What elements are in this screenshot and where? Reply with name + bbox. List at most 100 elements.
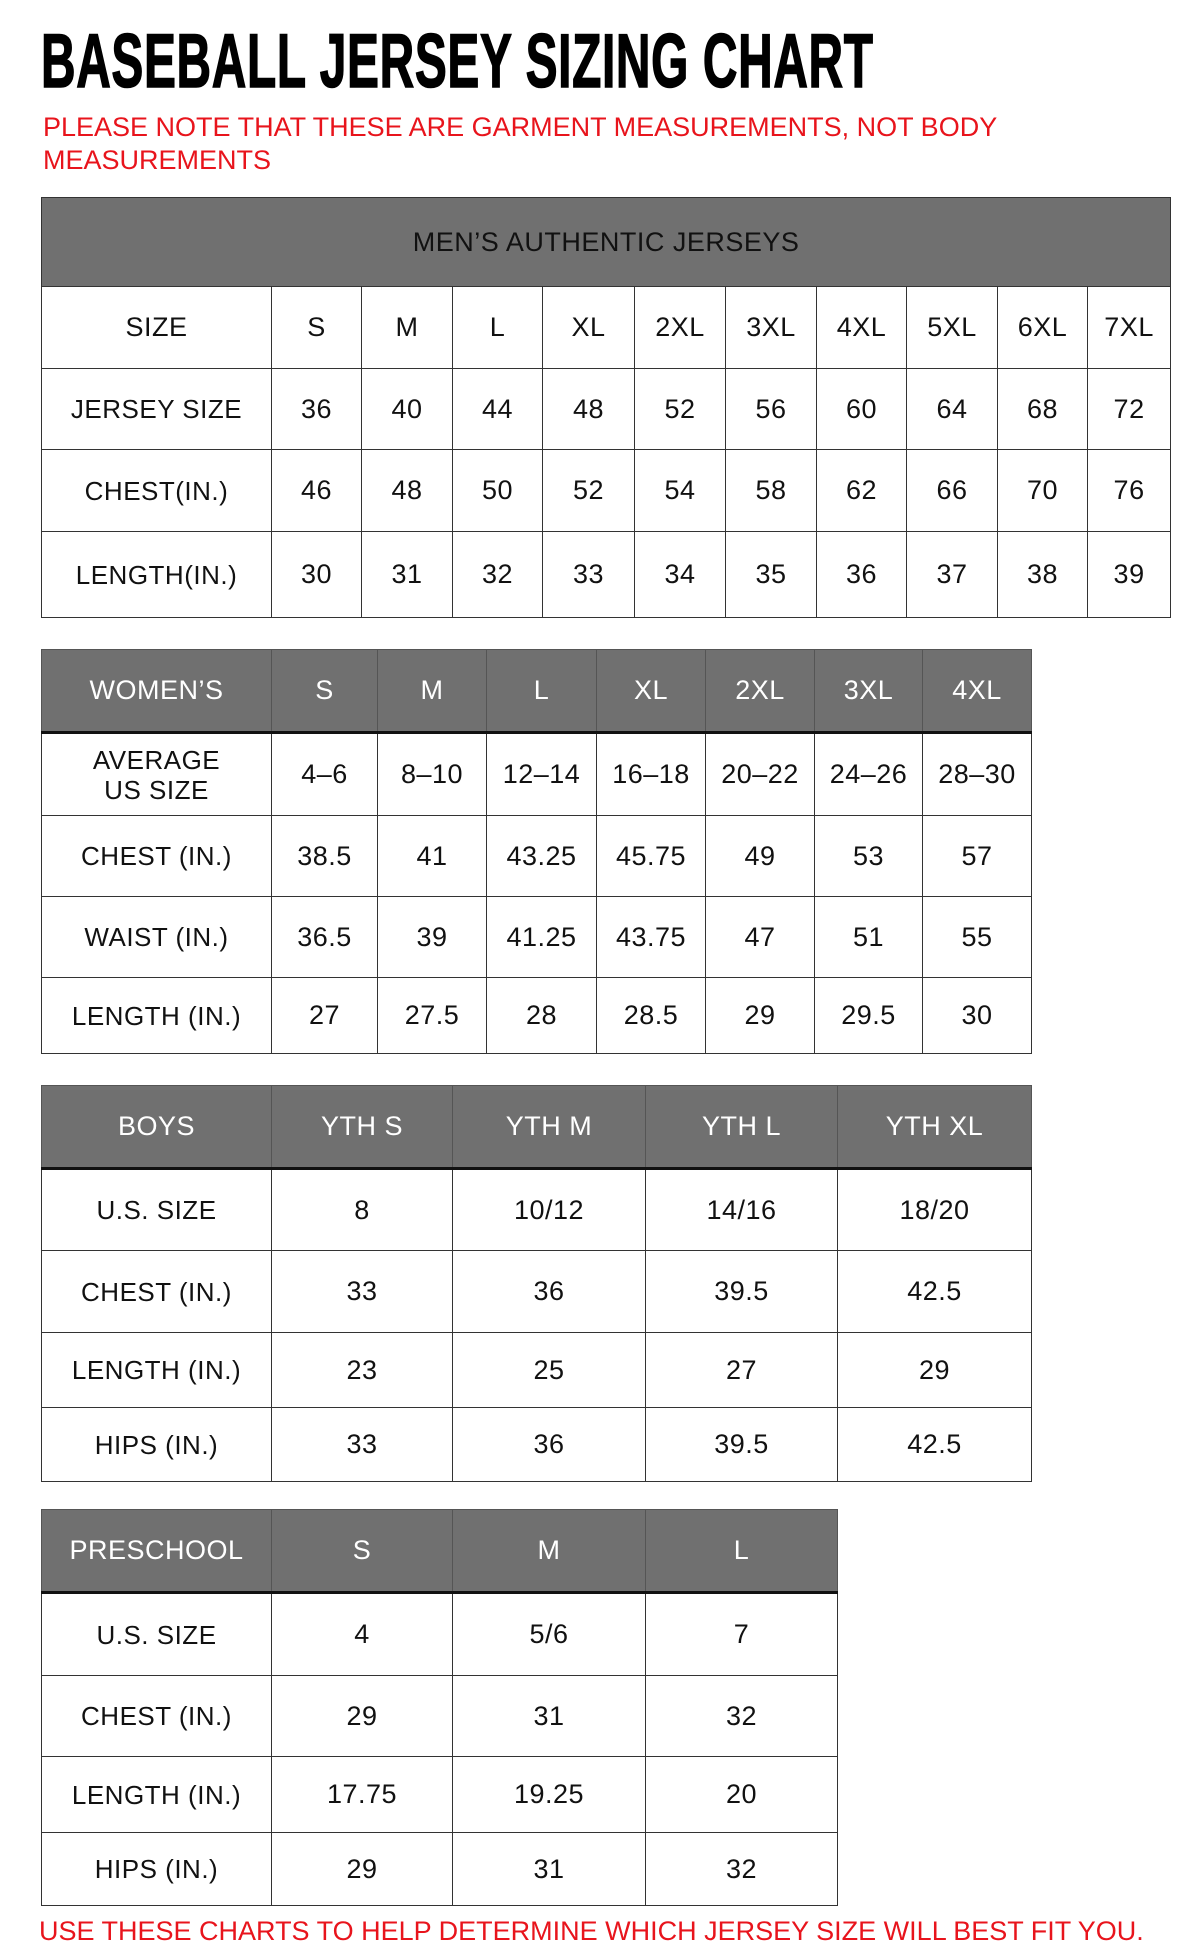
mens-authentic-table: MEN’S AUTHENTIC JERSEYS SIZE S M L XL 2XL 3XL 4X… xyxy=(40,197,1172,618)
measurement-value: 58 xyxy=(725,449,817,532)
measurement-value: 14/16 xyxy=(645,1168,838,1251)
table-row: JERSEY SIZE 36 40 44 48 52 56 60 64 68 72 xyxy=(41,368,1172,450)
boys-table: BOYS YTH S YTH M YTH L YTH XL U.S. SIZE 8 10/12… xyxy=(41,1085,1032,1482)
measurement-value: 33 xyxy=(271,1250,453,1333)
measurement-value: 32 xyxy=(645,1832,838,1906)
measurement-value: 48 xyxy=(542,368,635,450)
size-header-cell: 6XL xyxy=(997,286,1088,369)
row-header-cell: WOMEN’S xyxy=(41,649,272,733)
table-row: HIPS (IN.) 29 31 32 xyxy=(41,1832,838,1906)
measurement-label: CHEST (IN.) xyxy=(41,1250,272,1333)
row-header-cell: PRESCHOOL xyxy=(41,1509,272,1593)
measurement-value: 16–18 xyxy=(596,732,706,816)
mens-caption-row: MEN’S AUTHENTIC JERSEYS xyxy=(40,197,1172,287)
measurement-value: 29 xyxy=(705,977,815,1054)
measurement-value: 43.75 xyxy=(596,896,706,978)
measurement-value: 66 xyxy=(906,449,998,532)
measurement-label: HIPS (IN.) xyxy=(41,1832,272,1906)
measurement-label: LENGTH (IN.) xyxy=(41,977,272,1054)
preschool-table: PRESCHOOL S M L U.S. SIZE 4 5/6 7 CHEST (IN.) 29 3… xyxy=(41,1509,838,1906)
measurement-value: 30 xyxy=(271,531,362,618)
measurement-value: 23 xyxy=(271,1332,453,1408)
measurement-value: 38.5 xyxy=(271,815,378,897)
measurement-label: JERSEY SIZE xyxy=(41,368,272,450)
measurement-value: 36 xyxy=(816,531,907,618)
measurement-value: 50 xyxy=(452,449,543,532)
measurement-value: 35 xyxy=(725,531,817,618)
measurement-label: WAIST (IN.) xyxy=(41,896,272,978)
size-header-cell: YTH S xyxy=(271,1085,453,1169)
measurement-value: 39.5 xyxy=(645,1250,838,1333)
size-header-cell: L xyxy=(486,649,597,733)
size-header-cell: 4XL xyxy=(816,286,907,369)
measurement-value: 20–22 xyxy=(705,732,815,816)
measurement-value: 29 xyxy=(271,1832,453,1906)
measurement-value: 32 xyxy=(452,531,543,618)
measurement-value: 18/20 xyxy=(837,1168,1032,1251)
measurement-value: 55 xyxy=(922,896,1032,978)
header-row: PRESCHOOL S M L xyxy=(41,1509,838,1593)
measurement-value: 46 xyxy=(271,449,362,532)
size-header-cell: XL xyxy=(596,649,706,733)
measurement-value: 43.25 xyxy=(486,815,597,897)
size-header-cell: 4XL xyxy=(922,649,1032,733)
row-header-cell: BOYS xyxy=(41,1085,272,1169)
header-row: SIZE S M L XL 2XL 3XL 4XL 5XL 6XL 7XL xyxy=(41,286,1172,369)
measurement-value: 28–30 xyxy=(922,732,1032,816)
measurement-value: 53 xyxy=(814,815,923,897)
measurement-value: 31 xyxy=(452,1675,646,1757)
measurement-label: LENGTH(IN.) xyxy=(41,531,272,618)
size-header-cell: M xyxy=(377,649,487,733)
table-row: LENGTH (IN.) 27 27.5 28 28.5 29 29.5 30 xyxy=(41,977,1032,1054)
measurement-value: 27 xyxy=(271,977,378,1054)
measurement-value: 33 xyxy=(542,531,635,618)
measurement-value: 47 xyxy=(705,896,815,978)
table-row: CHEST (IN.) 29 31 32 xyxy=(41,1675,838,1757)
measurement-value: 4 xyxy=(271,1592,453,1676)
measurement-value: 19.25 xyxy=(452,1756,646,1833)
measurement-value: 29 xyxy=(837,1332,1032,1408)
measurement-value: 39 xyxy=(377,896,487,978)
measurement-value: 25 xyxy=(452,1332,646,1408)
measurement-value: 37 xyxy=(906,531,998,618)
measurement-value: 12–14 xyxy=(486,732,597,816)
measurement-value: 28.5 xyxy=(596,977,706,1054)
size-header-cell: 7XL xyxy=(1086,286,1172,369)
measurement-label: LENGTH (IN.) xyxy=(41,1756,272,1833)
measurement-value: 56 xyxy=(725,368,817,450)
page-title: BASEBALL JERSEY SIZING CHART xyxy=(41,19,874,104)
measurement-value: 31 xyxy=(452,1832,646,1906)
measurement-value: 52 xyxy=(542,449,635,532)
measurement-value: 36 xyxy=(271,368,362,450)
womens-table: WOMEN’S S M L XL 2XL 3XL 4XL AVERAGE US SIZE 4–6 8… xyxy=(41,649,1032,1054)
table-row: HIPS (IN.) 33 36 39.5 42.5 xyxy=(41,1407,1032,1482)
measurement-value: 62 xyxy=(816,449,907,532)
table-caption: MEN’S AUTHENTIC JERSEYS xyxy=(40,197,1172,287)
measurement-value: 29.5 xyxy=(814,977,923,1054)
table-row: CHEST(IN.) 46 48 50 52 54 58 62 66 70 76 xyxy=(41,449,1172,532)
measurement-value: 41.25 xyxy=(486,896,597,978)
measurement-value: 5/6 xyxy=(452,1592,646,1676)
garment-note-line-1: PLEASE NOTE THAT THESE ARE GARMENT MEASU… xyxy=(43,112,998,142)
measurement-value: 17.75 xyxy=(271,1756,453,1833)
measurement-label: HIPS (IN.) xyxy=(41,1407,272,1482)
table-row: AVERAGE US SIZE 4–6 8–10 12–14 16–18 20–22 24–… xyxy=(41,732,1032,816)
measurement-value: 76 xyxy=(1086,449,1172,532)
measurement-value: 60 xyxy=(816,368,907,450)
measurement-value: 10/12 xyxy=(452,1168,646,1251)
table-row: U.S. SIZE 4 5/6 7 xyxy=(41,1592,838,1676)
header-row: BOYS YTH S YTH M YTH L YTH XL xyxy=(41,1085,1032,1169)
size-header-cell: L xyxy=(645,1509,838,1593)
measurement-value: 54 xyxy=(634,449,726,532)
size-header-cell: M xyxy=(361,286,453,369)
size-header-cell: XL xyxy=(542,286,635,369)
measurement-value: 36 xyxy=(452,1407,646,1482)
measurement-value: 34 xyxy=(634,531,726,618)
measurement-value: 27.5 xyxy=(377,977,487,1054)
measurement-value: 4–6 xyxy=(271,732,378,816)
table-row: U.S. SIZE 8 10/12 14/16 18/20 xyxy=(41,1168,1032,1251)
measurement-value: 45.75 xyxy=(596,815,706,897)
measurement-value: 36 xyxy=(452,1250,646,1333)
table-row: LENGTH(IN.) 30 31 32 33 34 35 36 37 38 39 xyxy=(41,531,1172,618)
measurement-label: CHEST (IN.) xyxy=(41,1675,272,1757)
